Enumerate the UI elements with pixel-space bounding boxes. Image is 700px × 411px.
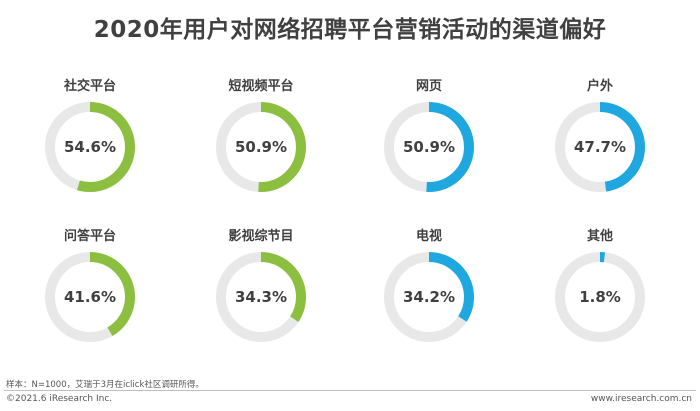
donut-arc: [555, 102, 645, 192]
donut-chart: 社交平台 54.6%: [15, 75, 165, 225]
donut-label: 电视: [415, 229, 442, 244]
footer-divider: [4, 390, 696, 391]
chart-title: 2020年用户对网络招聘平台营销活动的渠道偏好: [93, 17, 607, 43]
donut-arc: [216, 252, 306, 342]
donut-arc: [384, 102, 474, 192]
donut-value-label: 1.8%: [579, 288, 621, 306]
donut-label: 短视频平台: [228, 79, 294, 94]
donut-value-label: 34.2%: [403, 288, 455, 306]
donut-arc: [45, 252, 135, 342]
donut-chart: 问答平台 41.6%: [15, 225, 165, 375]
donut-label: 网页: [415, 79, 442, 94]
website-text: www.iresearch.com.cn: [590, 394, 692, 404]
donut-label: 影视综节目: [228, 229, 294, 244]
donut-value-label: 47.7%: [574, 138, 626, 156]
donut-svg: 50.9%: [216, 102, 306, 192]
donut-arc: [384, 252, 474, 342]
donut-label: 社交平台: [63, 79, 116, 94]
donut-svg: 34.2%: [384, 252, 474, 342]
donut-arc: [555, 252, 645, 342]
donut-svg: 1.8%: [555, 252, 645, 342]
donut-value-label: 50.9%: [235, 138, 287, 156]
donut-svg: 34.3%: [216, 252, 306, 342]
donut-value-label: 54.6%: [64, 138, 116, 156]
donut-chart: 影视综节目 34.3%: [186, 225, 336, 375]
donut-chart: 户外 47.7%: [525, 75, 675, 225]
donut-chart: 短视频平台 50.9%: [186, 75, 336, 225]
donut-svg: 41.6%: [45, 252, 135, 342]
donut-label: 其他: [586, 229, 613, 244]
donut-label: 户外: [586, 79, 613, 94]
donut-arc: [45, 102, 135, 192]
copyright-text: ©2021.6 iResearch Inc.: [6, 394, 113, 404]
donut-value-label: 34.3%: [235, 288, 287, 306]
donut-chart: 电视 34.2%: [354, 225, 504, 375]
donut-chart: 网页 50.9%: [354, 75, 504, 225]
donut-svg: 50.9%: [384, 102, 474, 192]
donut-value-label: 41.6%: [64, 288, 116, 306]
sample-note: 样本：N=1000，艾瑞于3月在iclick社区调研所得。: [6, 380, 204, 390]
donut-value-label: 50.9%: [403, 138, 455, 156]
donut-svg: 47.7%: [555, 102, 645, 192]
donut-arc: [216, 102, 306, 192]
donut-svg: 54.6%: [45, 102, 135, 192]
donut-chart: 其他 1.8%: [525, 225, 675, 375]
donut-label: 问答平台: [63, 229, 116, 244]
